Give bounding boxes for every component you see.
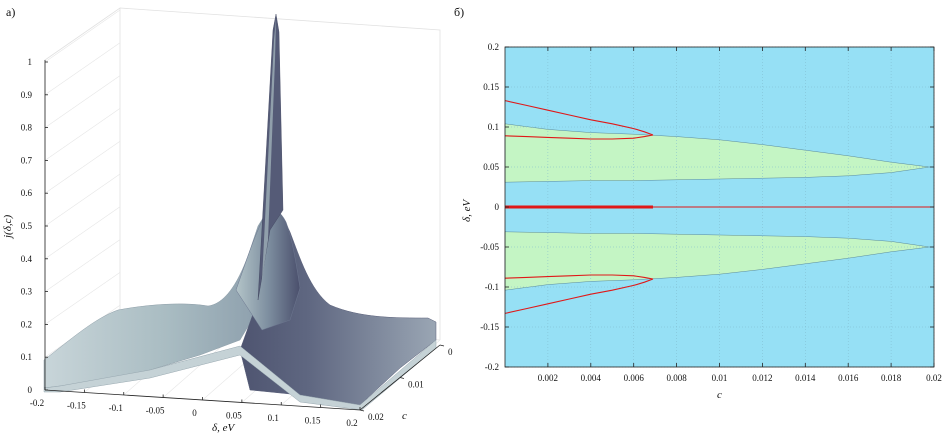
panel-a-z-gridline: [44, 75, 121, 128]
panel-a-z-gridline: [44, 140, 121, 194]
panel-a-x-tick-label: -0.2: [30, 398, 44, 408]
panel-a-z-tick-label: 0.8: [21, 123, 33, 133]
panel-b-y-tick-label: -0.15: [480, 322, 499, 332]
panel-a-ylabel: c: [402, 410, 407, 422]
panel-b-regions: [504, 123, 930, 291]
panel-a-x-tick-label: -0.05: [146, 406, 165, 416]
panel-b-y-tick-label: -0.05: [480, 242, 499, 252]
panel-a-z-tick-label: 0: [28, 385, 33, 395]
panel-b-x-tick-label: 0.002: [538, 373, 558, 383]
panel-a-ticks: 0 0.1 0.2 0.3 0.4 0.5 0.6 0.7 0.8 0.9 1 -0.2 -0.15 -0…: [21, 57, 453, 428]
panel-b-xlabel: c: [717, 389, 722, 401]
panel-b-x-tick-label: 0.008: [666, 373, 687, 383]
panel-b-x-tick-label: 0.012: [752, 373, 772, 383]
panel-a-x-tick-label: 0.2: [346, 418, 357, 428]
panel-a-z-gridline: [44, 206, 121, 260]
panel-a-z-tick-label: 0.4: [21, 254, 33, 264]
panel-a-z-gridline: [44, 9, 121, 63]
panel-b-y-tick-label: -0.1: [485, 282, 499, 292]
panel-a-xlabel: δ, eV: [212, 422, 235, 434]
panel-a-surface-chart: а) 0 0.1 0.2 0.3 0.4 0.5 0.6 0.7 0.8 0.9 1 -0.2 -0.1…: [2, 5, 453, 434]
panel-b-y-tick-label: 0.15: [483, 82, 499, 92]
panel-a-z-gridline: [44, 239, 121, 292]
panel-b-curve-3: [504, 274, 654, 280]
panel-a-surface: [43, 13, 437, 411]
panel-a-z-gridline: [44, 173, 121, 227]
panel-b-ylabel: δ, eV: [461, 199, 473, 222]
panel-a-y-tick: [439, 344, 445, 347]
panel-a-x-tick-label: -0.15: [67, 401, 86, 411]
panel-b-x-tick-label: 0.016: [838, 373, 859, 383]
panel-b-y-tick-label: -0.2: [485, 362, 499, 372]
panel-a-z-gridline: [44, 108, 121, 161]
panel-a-z-gridline: [44, 42, 121, 96]
panel-b-x-tick-label: 0.004: [581, 373, 602, 383]
panel-a-y-tick: [359, 409, 365, 412]
panel-a-x-tick-label: 0.15: [305, 416, 321, 426]
surface-front-edge: [43, 339, 437, 411]
panel-a-label: а): [6, 5, 15, 19]
panel-a-z-gridline: [44, 272, 121, 325]
panel-b-x-tick-label: 0.006: [624, 373, 645, 383]
panel-b-y-tick-label: 0: [495, 202, 500, 212]
panel-b-curve-0: [504, 100, 654, 136]
panel-a-x-tick-label: 0: [192, 408, 197, 418]
panel-a-z-tick-label: 0.3: [21, 287, 33, 297]
panel-b-region-0: [504, 123, 930, 183]
panel-b-ticks: 0.002 0.004 0.006 0.008 0.01 0.012 0.014 0.016 0…: [480, 42, 942, 383]
panel-a-z-tick-label: 0.6: [21, 188, 33, 198]
panel-a-z-tick-label: 1: [28, 57, 33, 67]
panel-a-y-tick-label: 0.01: [408, 380, 424, 390]
panel-a-x-tick-label: 0.1: [268, 413, 279, 423]
panel-a-x-tick-label: 0.05: [226, 411, 242, 421]
panel-b-curves: [504, 100, 934, 314]
panel-a-z-tick-label: 0.2: [21, 319, 32, 329]
panel-b-x-tick-label: 0.02: [926, 373, 942, 383]
panel-b-curve-2: [504, 278, 654, 314]
panel-b-label: б): [454, 5, 464, 19]
panel-a-z-tick-label: 0.9: [21, 90, 33, 100]
panel-a-zlabel: j(δ,c): [2, 215, 14, 240]
panel-a-z-tick-label: 0.1: [21, 352, 32, 362]
panel-a-x-tick-label: -0.1: [109, 403, 123, 413]
panel-a-y-tick-label: 0: [448, 347, 453, 357]
panel-a-y-tick-label: 0.02: [368, 412, 384, 422]
surface-spike-highlight: [262, 18, 276, 280]
panel-b-y-tick-label: 0.05: [483, 162, 499, 172]
panel-b-x-tick-label: 0.018: [881, 373, 902, 383]
panel-b-region-chart: б) 0.002 0.004 0.006 0.008 0.01 0.012 0.014 0.0…: [454, 5, 942, 401]
panel-a-y-tick: [399, 377, 405, 379]
panel-b-x-tick-label: 0.01: [712, 373, 728, 383]
panel-a-z-tick-label: 0.5: [21, 221, 33, 231]
panel-a-z-tick-label: 0.7: [21, 155, 33, 165]
surface-plateau-left: [43, 209, 269, 389]
panel-b-region-1: [504, 231, 930, 291]
panel-b-y-tick-label: 0.1: [488, 122, 499, 132]
panel-b-y-tick-label: 0.2: [488, 42, 499, 52]
panel-b-curve-1: [504, 134, 654, 140]
panel-b-x-tick-label: 0.014: [795, 373, 816, 383]
